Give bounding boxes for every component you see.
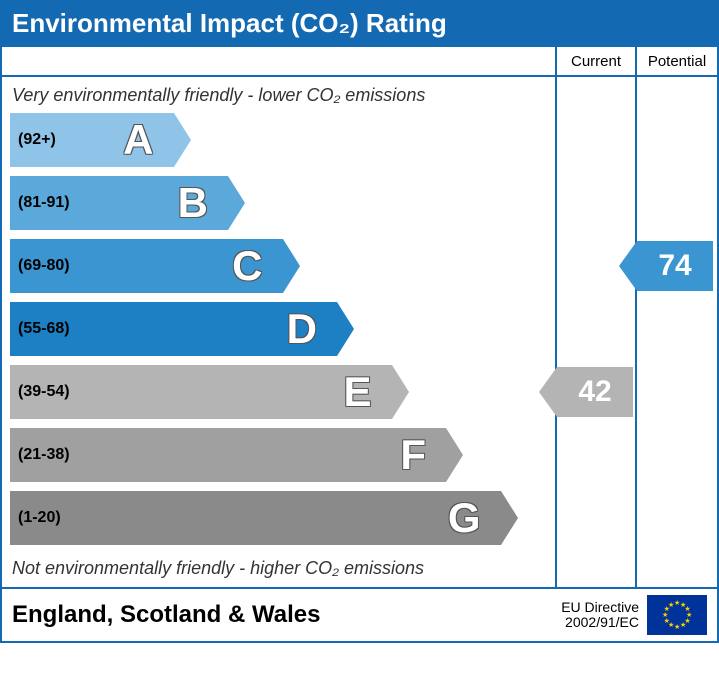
chart-title: Environmental Impact (CO₂) Rating (2, 2, 717, 45)
potential-column-body: 74 (637, 77, 717, 567)
band-row-a: (92+) A (10, 113, 555, 173)
band-row-c: (69-80) C (10, 239, 555, 299)
current-column: Current 42 (557, 47, 637, 587)
bands-holder: (92+) A (81-91) B (69-80) C (55-68) D (39-54) E (2… (2, 113, 555, 551)
band-row-g: (1-20) G (10, 491, 555, 551)
band-row-f: (21-38) F (10, 428, 555, 488)
band-arrow-icon (174, 113, 191, 167)
band-arrow-icon (228, 176, 245, 230)
band-range: (39-54) (10, 383, 70, 401)
band-bar-b: (81-91) B (10, 176, 228, 230)
current-header: Current (557, 47, 635, 77)
band-bar-f: (21-38) F (10, 428, 446, 482)
bands-column: Very environmentally friendly - lower CO… (2, 47, 557, 587)
band-letter: F (400, 431, 426, 479)
band-range: (55-68) (10, 320, 70, 338)
band-letter: D (287, 305, 317, 353)
band-row-e: (39-54) E (10, 365, 555, 425)
directive-line1: EU Directive (561, 599, 639, 615)
band-range: (81-91) (10, 194, 70, 212)
band-range: (92+) (10, 131, 56, 149)
potential-column: Potential 74 (637, 47, 717, 587)
chart-body: Very environmentally friendly - lower CO… (2, 45, 717, 587)
band-bar-a: (92+) A (10, 113, 174, 167)
eu-flag-icon: ★★★★★★★★★★★★ (647, 595, 707, 635)
band-arrow-icon (446, 428, 463, 482)
band-range: (21-38) (10, 446, 70, 464)
marker-arrow-icon (539, 367, 557, 417)
footer-directive: EU Directive 2002/91/EC (561, 600, 639, 631)
eu-star-icon: ★ (668, 601, 674, 609)
band-row-d: (55-68) D (10, 302, 555, 362)
band-arrow-icon (392, 365, 409, 419)
band-bar-g: (1-20) G (10, 491, 501, 545)
band-letter: B (178, 179, 208, 227)
band-letter: A (123, 116, 153, 164)
band-letter: G (448, 494, 481, 542)
band-range: (1-20) (10, 509, 61, 527)
chart-footer: England, Scotland & Wales EU Directive 2… (2, 587, 717, 641)
footer-region: England, Scotland & Wales (12, 601, 320, 629)
eir-chart: Environmental Impact (CO₂) Rating Very e… (0, 0, 719, 643)
marker-value: 74 (637, 241, 713, 291)
directive-line2: 2002/91/EC (565, 614, 639, 630)
current-column-body: 42 (557, 77, 635, 567)
band-arrow-icon (337, 302, 354, 356)
marker-value: 42 (557, 367, 633, 417)
footer-right: EU Directive 2002/91/EC ★★★★★★★★★★★★ (561, 595, 707, 635)
potential-header: Potential (637, 47, 717, 77)
band-bar-c: (69-80) C (10, 239, 283, 293)
eu-star-icon: ★ (680, 621, 686, 629)
band-letter: E (343, 368, 371, 416)
bands-header-blank (2, 47, 555, 77)
marker-arrow-icon (619, 241, 637, 291)
band-letter: C (232, 242, 262, 290)
potential-marker: 74 (619, 241, 713, 291)
band-arrow-icon (283, 239, 300, 293)
band-bar-e: (39-54) E (10, 365, 392, 419)
band-bar-d: (55-68) D (10, 302, 337, 356)
eu-star-icon: ★ (674, 623, 680, 631)
band-range: (69-80) (10, 257, 70, 275)
bottom-note: Not environmentally friendly - higher CO… (2, 554, 555, 583)
band-row-b: (81-91) B (10, 176, 555, 236)
top-note: Very environmentally friendly - lower CO… (2, 81, 555, 110)
current-marker: 42 (539, 367, 633, 417)
band-arrow-icon (501, 491, 518, 545)
